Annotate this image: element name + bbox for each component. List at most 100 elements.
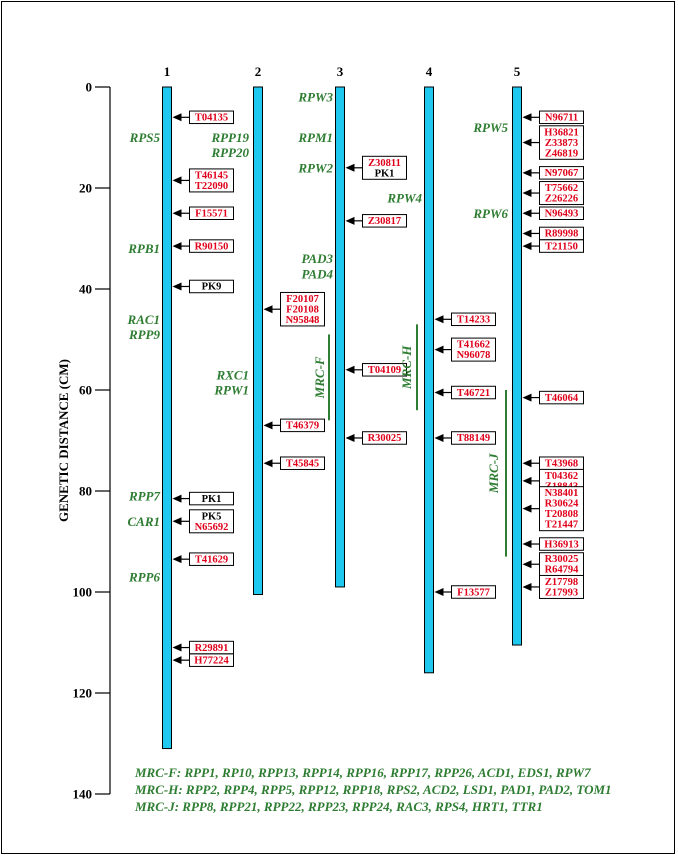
marker-group: T04135	[172, 110, 234, 125]
marker-label: T75662	[545, 183, 578, 194]
marker-label: Z17993	[545, 587, 578, 598]
marker-box	[451, 312, 496, 327]
marker-label: R30025	[545, 554, 579, 565]
marker-label: T20808	[545, 509, 578, 520]
marker-group: H36913	[522, 537, 584, 551]
marker-group: R90150	[172, 239, 234, 253]
qtl-label: MRC-H	[399, 345, 414, 390]
marker-box	[539, 574, 584, 599]
marker-label: T22090	[195, 181, 228, 192]
marker-box	[539, 125, 584, 160]
marker-label: Z30811	[368, 158, 401, 169]
marker-label: F20107	[286, 294, 319, 305]
marker-label: PK5	[202, 511, 222, 522]
marker-arrow	[172, 113, 182, 122]
marker-arrow	[172, 517, 182, 526]
marker-box	[539, 181, 584, 206]
marker-arrow	[522, 242, 532, 251]
marker-label: H36821	[544, 127, 578, 138]
marker-arrow	[345, 163, 355, 172]
marker-label: Z17798	[545, 577, 578, 588]
marker-box	[539, 390, 584, 405]
marker-arrow	[522, 540, 532, 549]
marker-box	[362, 431, 407, 445]
axis-tick-label: 80	[79, 484, 92, 499]
legend-line-mrc-h: MRC-H: RPP2, RPP4, RPP5, RPP12, RPP18, R…	[135, 782, 612, 797]
marker-arrow	[434, 388, 444, 397]
marker-box	[189, 509, 234, 534]
marker-label: T04109	[368, 365, 401, 376]
marker-box	[189, 110, 234, 125]
marker-group: T41629	[172, 552, 234, 566]
marker-arrow	[172, 242, 182, 251]
gene-label: RPS5	[129, 130, 161, 145]
marker-label: T04135	[195, 113, 228, 124]
legend-line-mrc-f: MRC-F: RPP1, RP10, RPP13, RPP14, RPP16, …	[135, 765, 591, 780]
gene-label: RPW6	[472, 206, 508, 221]
marker-label: F15571	[195, 209, 228, 220]
axis-tick-label: 40	[79, 282, 92, 297]
gene-label: PAD4	[301, 266, 333, 281]
marker-arrow	[434, 588, 444, 596]
marker-label: Z30817	[368, 216, 401, 227]
marker-box	[189, 168, 234, 193]
chromosome-number: 1	[164, 64, 171, 79]
marker-box	[280, 456, 325, 470]
marker-label: N96493	[545, 209, 579, 220]
marker-label: Z46819	[545, 148, 578, 159]
marker-arrow	[522, 113, 532, 122]
marker-box	[451, 337, 496, 362]
gene-label: RAC1	[126, 312, 160, 327]
marker-group: N96493	[522, 206, 584, 220]
qtl-label: MRC-J	[486, 453, 501, 494]
marker-arrow	[345, 365, 355, 374]
marker-label: T46064	[545, 393, 579, 404]
gene-label: RPP6	[128, 569, 161, 584]
marker-group: T04109	[345, 363, 407, 377]
marker-box	[280, 418, 325, 433]
marker-label: PK1	[202, 494, 222, 505]
marker-box	[189, 491, 234, 506]
marker-label: N65692	[195, 522, 229, 533]
chromosome-number: 2	[255, 64, 262, 79]
marker-label: T14233	[457, 315, 490, 326]
gene-label: RPW1	[213, 383, 249, 398]
gene-label: RPP20	[210, 145, 249, 160]
axis-tick-label: 20	[79, 181, 92, 196]
marker-arrow	[522, 189, 532, 198]
chromosome-bar	[253, 86, 263, 596]
marker-group: R30025	[345, 431, 407, 445]
distance-axis: 0 20 40 60 80 100 120 140 GENETIC DISTANCE (CM)	[56, 80, 111, 802]
marker-group: F15571	[172, 206, 234, 220]
marker-label: PK9	[202, 282, 222, 293]
marker-arrow	[522, 209, 532, 218]
marker-arrow	[522, 560, 532, 569]
marker-box	[362, 214, 407, 228]
gene-label: RPP19	[210, 130, 249, 145]
marker-label: R89998	[545, 229, 579, 240]
chromosome-number: 3	[337, 64, 344, 79]
marker-label: T41662	[457, 340, 490, 351]
marker-group: T88149	[434, 431, 496, 445]
marker-label: Z26226	[545, 194, 578, 205]
marker-box	[539, 239, 584, 253]
gene-label: RPM1	[297, 130, 333, 145]
marker-group: T46379	[263, 418, 325, 433]
marker-label: N96711	[545, 113, 578, 124]
marker-label: T21447	[545, 520, 578, 531]
marker-group: N96711	[522, 110, 584, 125]
marker-arrow	[172, 176, 182, 185]
chromosome-number: 5	[514, 64, 521, 79]
marker-label: Z33873	[545, 138, 578, 149]
marker-box	[189, 206, 234, 220]
axis-tick-label: 120	[73, 686, 93, 701]
marker-group: PK1	[172, 491, 234, 506]
marker-group: H77224	[172, 653, 234, 667]
marker-group: T46721	[434, 385, 496, 400]
